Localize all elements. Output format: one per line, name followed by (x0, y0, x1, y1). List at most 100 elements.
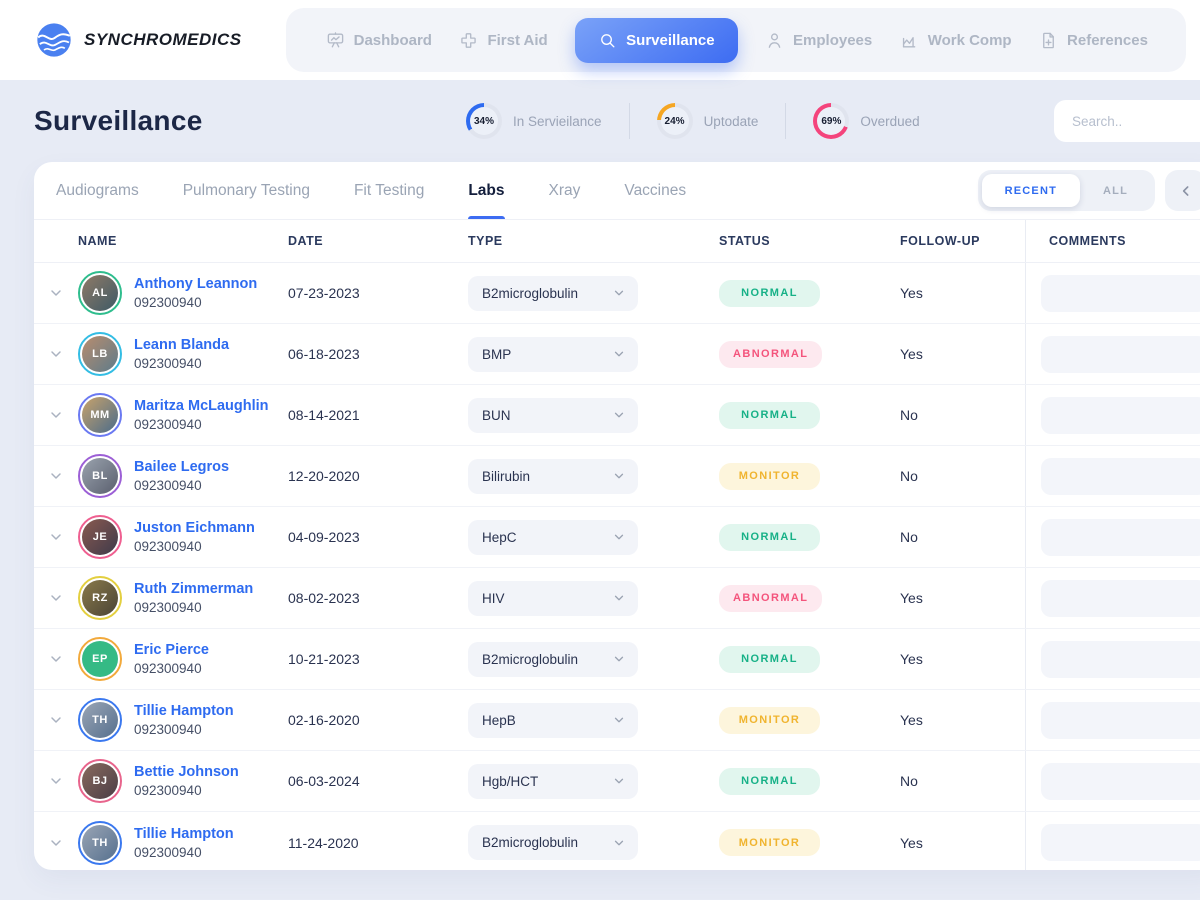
tab-xray[interactable]: Xray (549, 162, 581, 219)
avatar-initials: TH (82, 702, 118, 738)
name-cell: MM Maritza McLaughlin 092300940 (78, 393, 288, 437)
expand-row-button[interactable] (34, 812, 78, 870)
stat-overdued: 69% Overdued (786, 103, 946, 139)
dashboard-icon (327, 31, 343, 48)
follow-up-value: Yes (900, 346, 923, 362)
table-row: TH Tillie Hampton 092300940 02-16-2020 H… (34, 690, 1200, 751)
scroll-left-button[interactable] (1165, 170, 1200, 211)
expand-row-button[interactable] (34, 446, 78, 506)
date-value: 12-20-2020 (288, 468, 360, 484)
employee-name-link[interactable]: Leann Blanda (134, 337, 230, 353)
avatar: BL (78, 454, 122, 498)
comment-input[interactable] (1041, 396, 1200, 434)
follow-up-value: Yes (900, 590, 923, 606)
follow-up-value: Yes (900, 712, 923, 728)
expand-row-button[interactable] (34, 629, 78, 689)
expand-row-button[interactable] (34, 324, 78, 384)
category-tabs: Audiograms Pulmonary Testing Fit Testing La… (56, 162, 686, 219)
employee-name-link[interactable]: Eric Pierce (134, 642, 209, 658)
date-value: 08-02-2023 (288, 590, 360, 606)
tab-pulmonary-testing[interactable]: Pulmonary Testing (183, 162, 310, 219)
column-header-name: NAME (78, 234, 117, 248)
expand-row-button[interactable] (34, 385, 78, 445)
expand-row-button[interactable] (34, 263, 78, 323)
type-select[interactable]: BUN (468, 397, 638, 433)
avatar-initials: JE (82, 519, 118, 555)
table-row: RZ Ruth Zimmerman 092300940 08-02-2023 H… (34, 568, 1200, 629)
type-select[interactable]: Bilirubin (468, 458, 638, 494)
status-badge: NORMAL (719, 523, 820, 551)
page-header: Surveillance 34% In Servieilance 24% Uptoda… (0, 80, 1200, 162)
employee-name-link[interactable]: Juston Eichmann (134, 520, 255, 536)
nav-item-first-aid[interactable]: First Aid (459, 31, 548, 50)
employee-name-link[interactable]: Bettie Johnson (134, 764, 239, 780)
type-select[interactable]: Hgb/HCT (468, 763, 638, 799)
nav-item-surveillance[interactable]: Surveillance (575, 17, 738, 63)
type-select[interactable]: HepC (468, 519, 638, 555)
expand-row-button[interactable] (34, 507, 78, 567)
stats-summary: 34% In Servieilance 24% Uptodate 69% Overdued (466, 103, 947, 139)
comment-input[interactable] (1041, 824, 1200, 861)
nav-item-label: Work Comp (927, 31, 1012, 49)
nav-item-work-comp[interactable]: Work Comp (900, 31, 1012, 50)
status-cell: MONITOR (719, 829, 900, 856)
expand-row-button[interactable] (34, 568, 78, 628)
comment-input[interactable] (1041, 518, 1200, 556)
expand-row-button[interactable] (34, 690, 78, 750)
employee-name-link[interactable]: Tillie Hampton (134, 703, 234, 719)
comment-input[interactable] (1041, 640, 1200, 678)
type-select[interactable]: B2microglobulin (468, 641, 638, 677)
type-select[interactable]: BMP (468, 336, 638, 372)
avatar: MM (78, 393, 122, 437)
type-select[interactable]: HepB (468, 702, 638, 738)
surveillance-card: Audiograms Pulmonary Testing Fit Testing La… (34, 162, 1200, 870)
filter-option-all[interactable]: ALL (1080, 174, 1151, 207)
nav-item-employees[interactable]: Employees (765, 31, 872, 50)
comment-input[interactable] (1041, 579, 1200, 617)
employee-name-link[interactable]: Maritza McLaughlin (134, 398, 269, 414)
name-cell: EP Eric Pierce 092300940 (78, 637, 288, 681)
avatar: RZ (78, 576, 122, 620)
user-icon (768, 32, 781, 48)
nav-item-label: Dashboard (353, 31, 432, 49)
table-row: AL Anthony Leannon 092300940 07-23-2023 … (34, 263, 1200, 324)
progress-donut: 34% (466, 103, 502, 139)
type-select[interactable]: B2microglobulin (468, 825, 638, 860)
type-select[interactable]: B2microglobulin (468, 275, 638, 311)
brand-logo[interactable]: SYNCHROMEDICS (34, 20, 242, 60)
comment-input[interactable] (1041, 274, 1200, 312)
expand-row-button[interactable] (34, 751, 78, 811)
tab-vaccines[interactable]: Vaccines (624, 162, 686, 219)
employee-id: 092300940 (134, 295, 202, 310)
comment-cell (1025, 690, 1200, 750)
type-select[interactable]: HIV (468, 580, 638, 616)
employee-name-link[interactable]: Ruth Zimmerman (134, 581, 254, 597)
employee-name-link[interactable]: Bailee Legros (134, 459, 230, 475)
tab-audiograms[interactable]: Audiograms (56, 162, 139, 219)
employee-name-link[interactable]: Tillie Hampton (134, 825, 234, 842)
comment-input[interactable] (1041, 701, 1200, 739)
employee-id: 092300940 (134, 600, 202, 615)
search-box (1054, 100, 1200, 142)
filter-option-recent[interactable]: RECENT (981, 174, 1081, 207)
avatar-initials: AL (82, 275, 118, 311)
type-select-value: Hgb/HCT (482, 773, 539, 789)
search-input[interactable] (1054, 100, 1200, 142)
nav-item-dashboard[interactable]: Dashboard (326, 31, 432, 50)
comment-input[interactable] (1041, 335, 1200, 373)
employee-name-link[interactable]: Anthony Leannon (134, 276, 258, 292)
follow-up-value: No (900, 407, 918, 423)
comment-input[interactable] (1041, 762, 1200, 800)
tab-fit-testing[interactable]: Fit Testing (354, 162, 424, 219)
avatar: LB (78, 332, 122, 376)
tab-actions: RECENT ALL (977, 170, 1200, 211)
stat-divider (785, 103, 787, 139)
chevron-down-icon (614, 840, 624, 845)
document-plus-icon (1043, 32, 1054, 48)
tab-labs[interactable]: Labs (468, 162, 505, 219)
nav-item-references[interactable]: References (1039, 31, 1148, 50)
table-header: NAME DATE TYPE STATUS FOLLOW-UP COMMENTS (34, 220, 1200, 263)
comment-input[interactable] (1041, 457, 1200, 495)
chevron-down-icon (51, 839, 61, 846)
